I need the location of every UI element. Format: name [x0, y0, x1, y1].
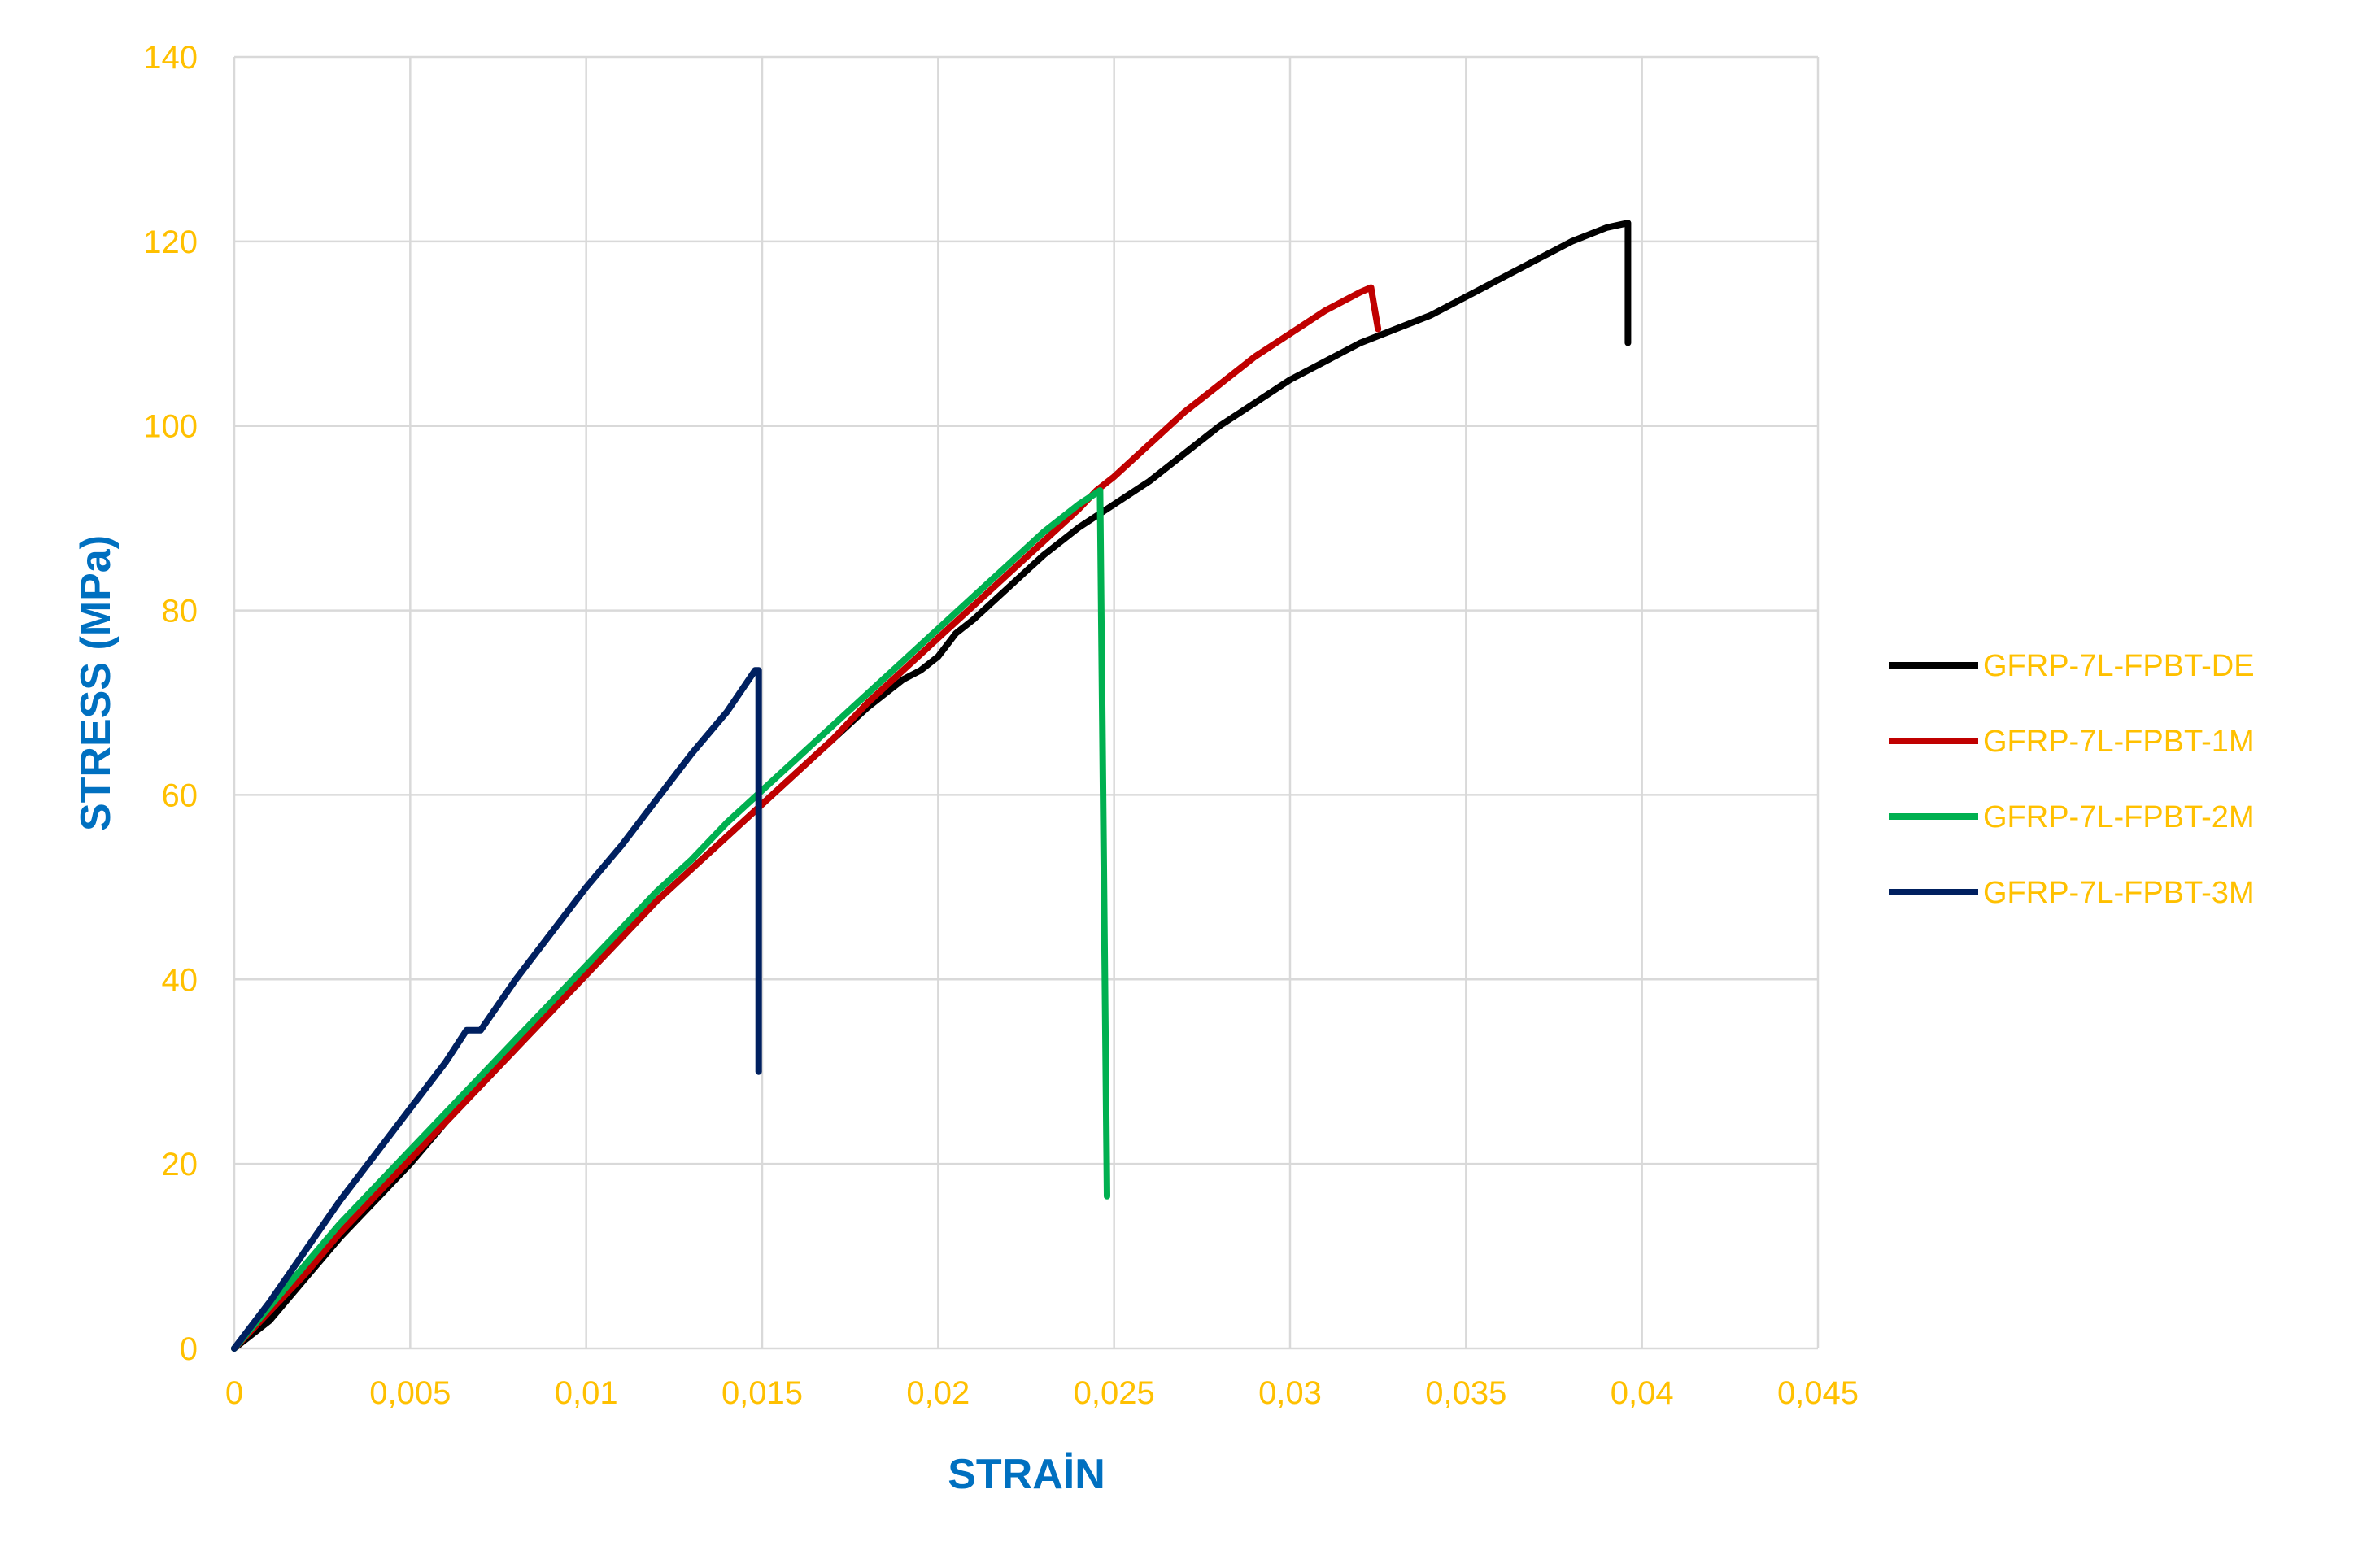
series-line-gfrp-7l-fpbt-1m [231, 284, 1382, 1352]
y-tick-label: 80 [162, 594, 198, 629]
series-line-gfrp-7l-fpbt-de [231, 220, 1632, 1352]
legend-label: GFRP-7L-FPBT-2M [1983, 800, 2255, 834]
series-lines [231, 220, 1632, 1352]
y-axis-title: STRESS (MPa) [72, 535, 120, 831]
y-tick-label: 20 [162, 1147, 198, 1183]
x-tick-label: 0,005 [369, 1375, 451, 1411]
x-tick-label: 0,035 [1425, 1375, 1506, 1411]
y-tick-label: 140 [143, 40, 198, 76]
x-tick-label: 0,025 [1074, 1375, 1155, 1411]
legend: GFRP-7L-FPBT-DE GFRP-7L-FPBT-1M GFRP-7L-FP… [1889, 649, 2255, 910]
x-axis-title: STRAİN [948, 1451, 1105, 1498]
y-tick-label: 0 [180, 1331, 198, 1367]
series-line-gfrp-7l-fpbt-3m [231, 667, 762, 1352]
y-tick-label: 60 [162, 777, 198, 813]
legend-label: GFRP-7L-FPBT-3M [1983, 876, 2255, 910]
x-axis-tick-labels: 0 0,005 0,01 0,015 0,02 0,025 0,03 0,035 0,04 0,0… [225, 1375, 1859, 1411]
grid-lines [233, 55, 1820, 1350]
y-tick-label: 120 [143, 224, 198, 260]
x-tick-label: 0,045 [1777, 1375, 1859, 1411]
legend-label: GFRP-7L-FPBT-1M [1983, 725, 2255, 759]
x-tick-label: 0,04 [1611, 1375, 1674, 1411]
series-line-gfrp-7l-fpbt-2m [231, 487, 1110, 1352]
x-tick-label: 0,015 [721, 1375, 803, 1411]
y-tick-label: 40 [162, 962, 198, 998]
y-tick-label: 100 [143, 409, 198, 445]
x-tick-label: 0 [225, 1375, 243, 1411]
x-tick-label: 0,01 [555, 1375, 618, 1411]
x-tick-label: 0,03 [1258, 1375, 1322, 1411]
legend-label: GFRP-7L-FPBT-DE [1983, 649, 2255, 683]
y-axis-tick-labels: 0 20 40 60 80 100 120 140 [143, 40, 198, 1367]
x-tick-label: 0,02 [906, 1375, 970, 1411]
